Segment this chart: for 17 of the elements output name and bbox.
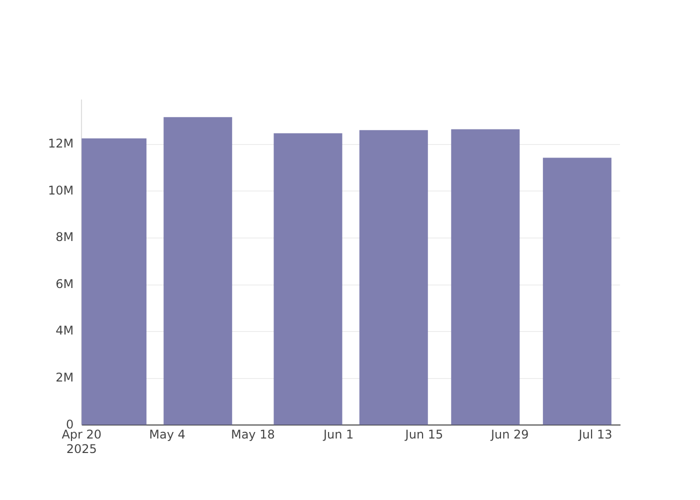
x-tick-label: Jun 29 — [490, 428, 529, 442]
x-tick-label: May 18 — [230, 428, 275, 442]
y-tick-label: 2M — [56, 370, 74, 385]
bar — [359, 130, 428, 425]
bar — [542, 158, 612, 425]
y-tick-label: 4M — [56, 324, 74, 338]
y-tick-label: 8M — [56, 230, 74, 244]
bar — [451, 129, 520, 425]
x-tick-label: Jul 13 — [578, 428, 612, 442]
y-tick-label: 12M — [48, 136, 74, 151]
x-tick-label: Jun 15 — [404, 428, 444, 442]
y-tick-label: 6M — [56, 276, 74, 291]
bar — [274, 133, 342, 425]
y-tick-label: 10M — [48, 183, 74, 198]
x-tick-label: May 4 — [149, 428, 186, 442]
bar — [164, 117, 232, 425]
x-tick-label: Jun 1 — [322, 428, 354, 442]
